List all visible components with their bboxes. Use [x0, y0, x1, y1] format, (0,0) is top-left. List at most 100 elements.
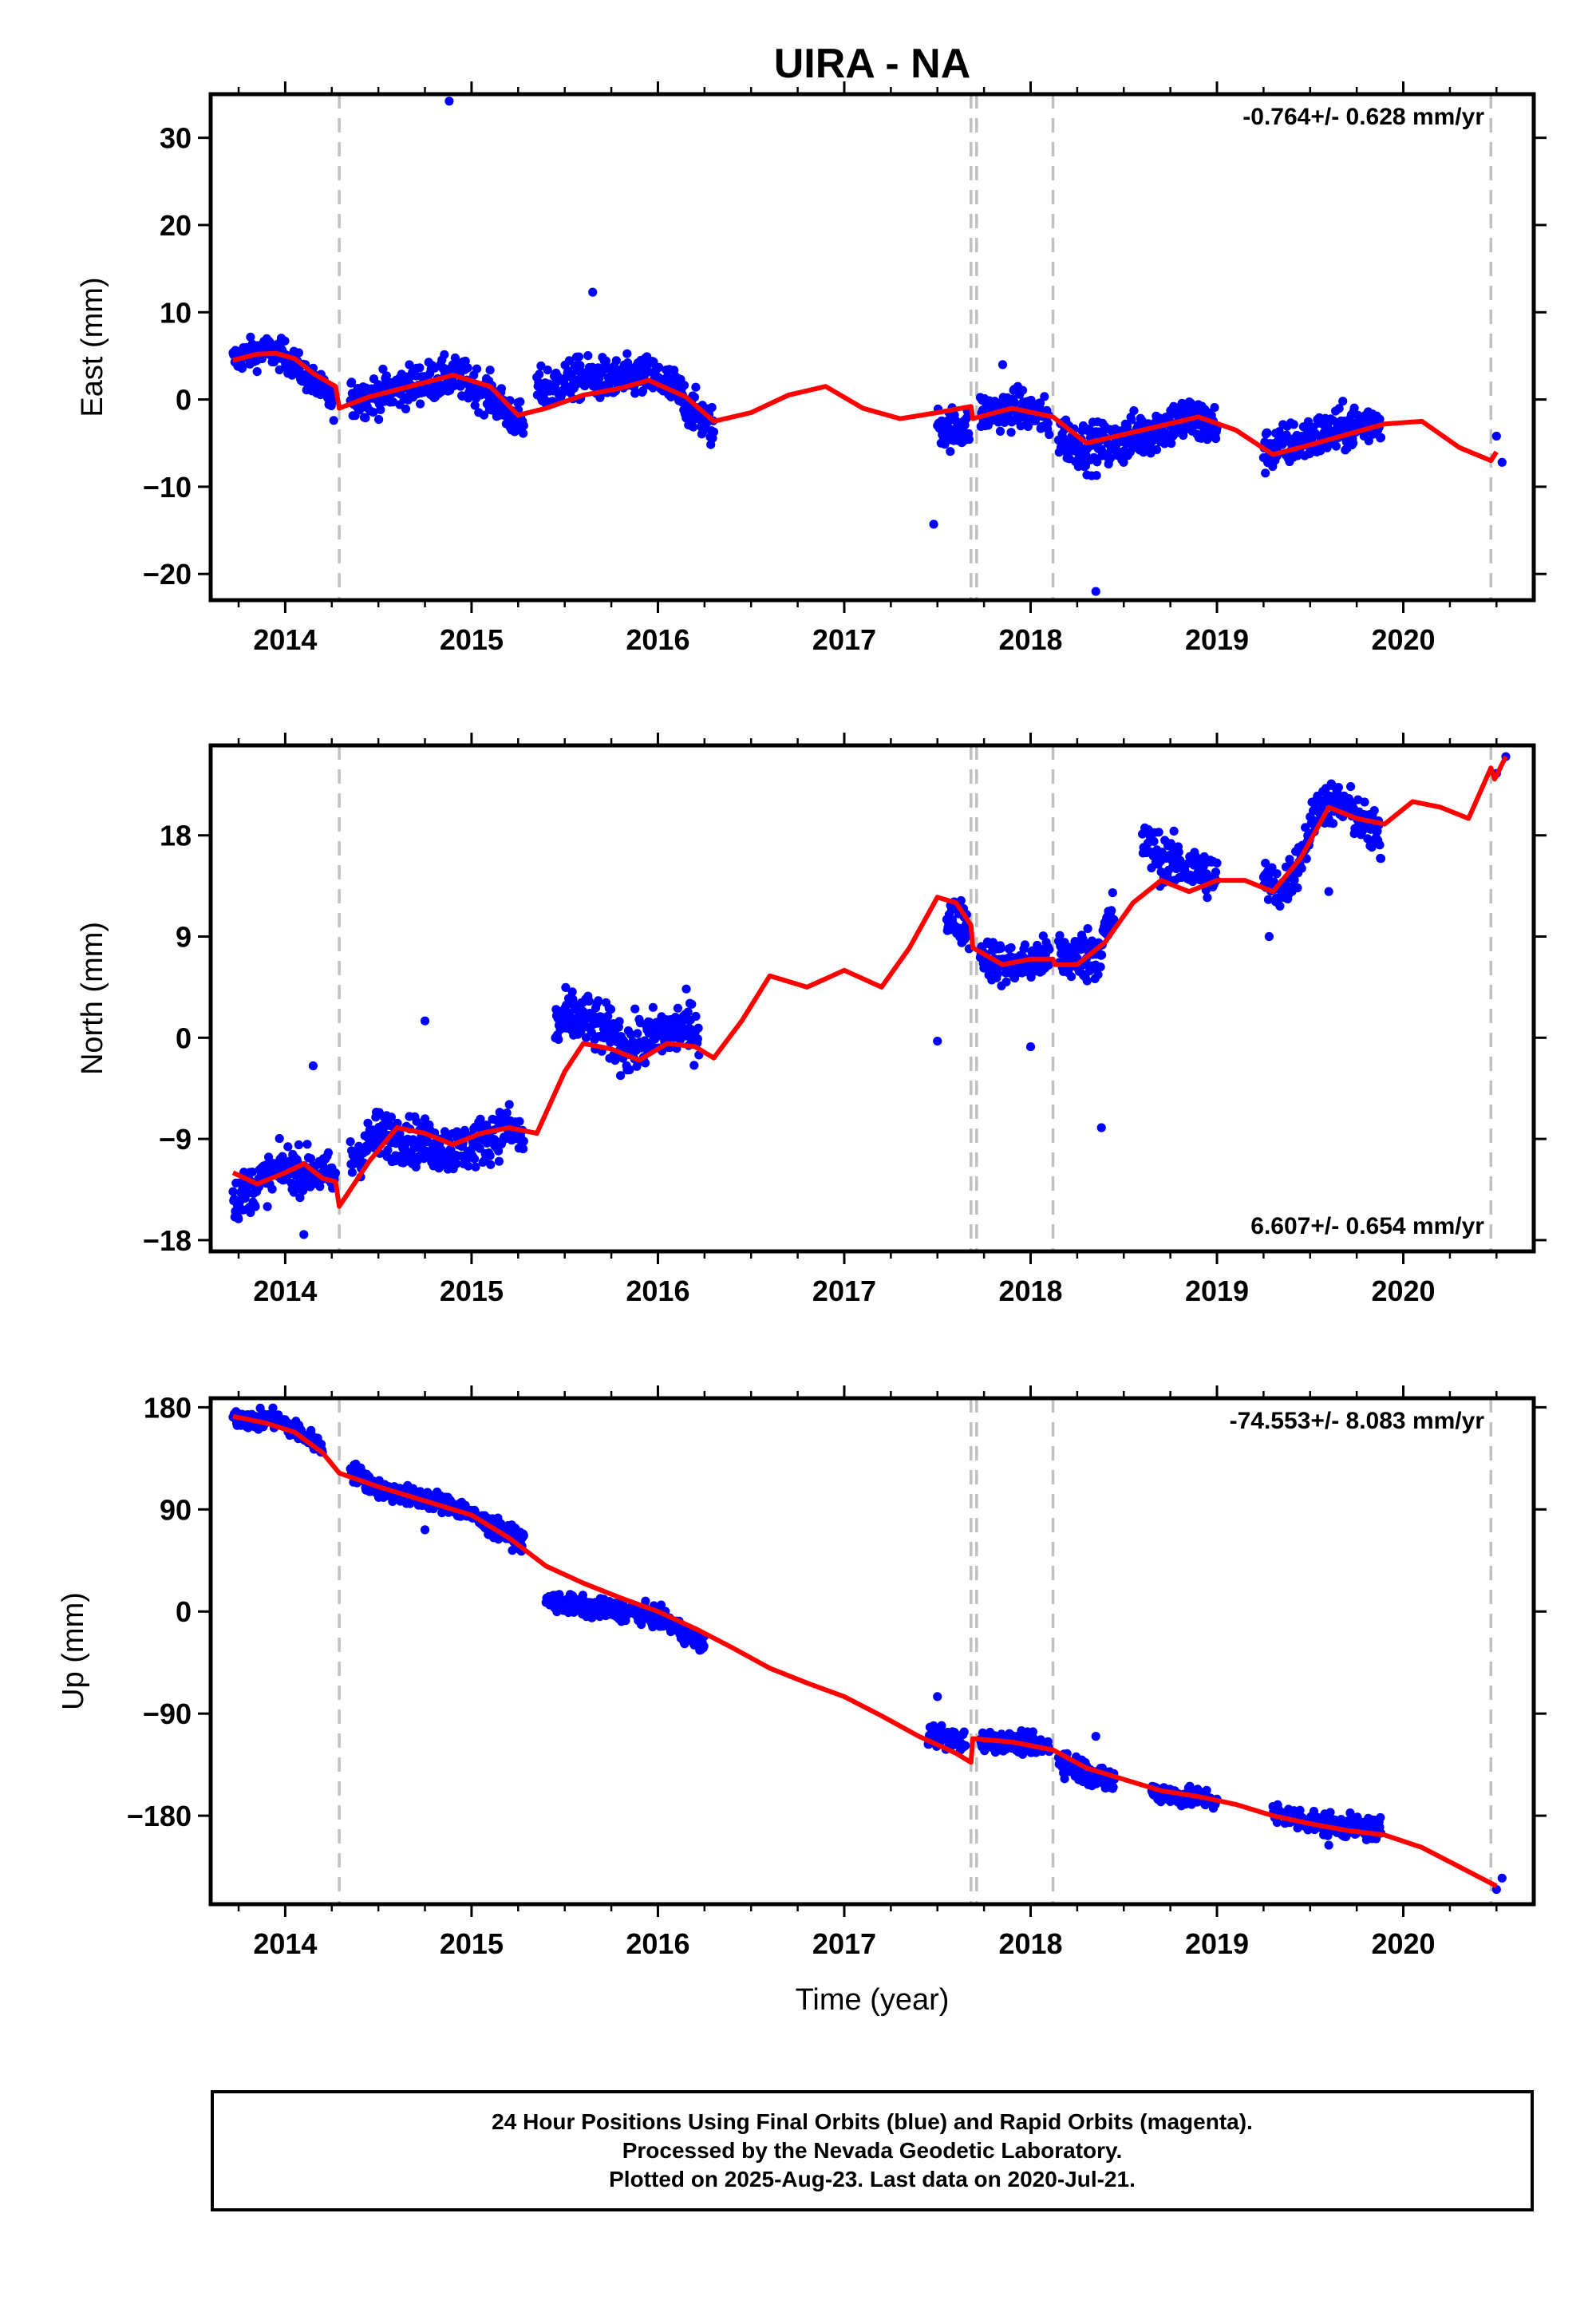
- up-outlier-3: [420, 1525, 430, 1535]
- up-point-seg2-158: [637, 1620, 646, 1630]
- north-point-seg5-89: [1108, 888, 1117, 898]
- east-point-seg5-187: [1167, 438, 1176, 449]
- east-point-seg6-120: [1331, 441, 1341, 451]
- east-xtick-label-3: 2017: [812, 623, 876, 656]
- north-point-seg2-125: [626, 1030, 636, 1039]
- up-model-line: [232, 1413, 1498, 1888]
- east-point-seg5-64: [1092, 457, 1102, 467]
- up-data-points: [228, 1403, 1507, 1895]
- east-point-seg1-2: [347, 377, 357, 387]
- east-point-seg1-25: [361, 413, 370, 423]
- east-point-seg6-148: [1349, 438, 1358, 448]
- east-point-seg6-174: [1364, 436, 1373, 446]
- north-ytick-label-0: −18: [143, 1224, 192, 1257]
- up-point-seg3-61: [961, 1741, 970, 1750]
- north-point-seg2-108: [616, 1071, 626, 1081]
- east-outlier-4: [998, 360, 1008, 370]
- up-ytick-label-3: 90: [160, 1493, 192, 1526]
- caption-line-3: Plotted on 2025-Aug-23. Last data on 202…: [609, 2167, 1136, 2192]
- up-xtick-label-4: 2018: [998, 1927, 1062, 1960]
- east-point-seg1-282: [516, 397, 525, 406]
- north-point-seg1-206: [469, 1154, 480, 1164]
- up-point-seg7-178: [1376, 1812, 1385, 1823]
- east-point-seg4-67: [1016, 421, 1025, 431]
- east-point-seg4-112: [1043, 418, 1053, 428]
- north-xtick-label-6: 2020: [1371, 1275, 1435, 1307]
- north-outlier-3: [933, 1036, 942, 1046]
- north-point-seg7-14: [1267, 863, 1277, 872]
- north-point-seg0-158: [323, 1148, 333, 1157]
- up-xtick-label-0: 2014: [253, 1927, 317, 1960]
- east-point-seg5-163: [1152, 445, 1162, 455]
- up-ytick-label-0: −180: [127, 1800, 192, 1832]
- north-point-seg2-92: [606, 1005, 616, 1014]
- north-point-seg7-51: [1290, 875, 1299, 885]
- east-xtick-label-0: 2014: [253, 623, 317, 656]
- north-point-seg2-217: [681, 984, 691, 994]
- north-point-seg4-34: [996, 943, 1005, 953]
- north-point-seg7-115: [1329, 819, 1338, 828]
- up-plot-frame: [208, 1396, 1536, 1907]
- north-ytick-label-1: −9: [159, 1123, 192, 1156]
- north-point-seg6-19: [1149, 836, 1159, 846]
- north-xtick-label-5: 2019: [1185, 1275, 1249, 1307]
- north-point-seg2-236: [693, 1034, 702, 1044]
- east-model-line: [232, 350, 1499, 464]
- east-point-seg2-7: [536, 361, 546, 371]
- north-point-seg7-144: [1346, 782, 1356, 792]
- east-point-seg2-85: [583, 351, 593, 361]
- north-point-seg5-71: [1097, 951, 1107, 960]
- north-xtick-label-0: 2014: [253, 1275, 317, 1307]
- east-point-seg4-114: [1045, 429, 1054, 440]
- up-point-seg5-10: [1060, 1774, 1069, 1784]
- north-y-axis-label: North (mm): [76, 922, 109, 1075]
- north-point-seg5-69: [1096, 962, 1105, 972]
- north-xtick-label-4: 2018: [998, 1275, 1062, 1307]
- east-point-seg2-70: [574, 352, 584, 362]
- east-point-seg4-70: [1017, 385, 1028, 395]
- north-point-seg2-5: [554, 1034, 563, 1044]
- north-point-seg6-48: [1167, 842, 1176, 852]
- east-point-seg4-106: [1040, 392, 1049, 401]
- up-point-seg7-95: [1325, 1808, 1335, 1817]
- east-panel: 2014 2015 2016 2017 2018 2019 2020 −20 −10 0 10 20 3…: [76, 81, 1547, 656]
- north-outlier-7: [1324, 887, 1333, 896]
- north-point-seg2-71: [594, 996, 603, 1006]
- east-xtick-label-1: 2015: [440, 623, 504, 656]
- north-point-seg0-9: [234, 1214, 243, 1223]
- north-point-seg5-40: [1078, 934, 1088, 944]
- north-point-seg2-237: [693, 1023, 703, 1033]
- east-point-seg2-203: [654, 362, 664, 372]
- north-point-seg1-110: [412, 1117, 421, 1126]
- figure-title: UIRA - NA: [774, 41, 971, 87]
- east-point-seg2-260: [689, 422, 698, 432]
- east-ytick-label-2: 0: [176, 384, 192, 417]
- east-point-seg1-98: [405, 360, 414, 370]
- up-rate-label: -74.553+/- 8.083 mm/yr: [1230, 1408, 1485, 1434]
- north-point-seg1-247: [494, 1156, 504, 1166]
- up-point-seg2-191: [656, 1600, 666, 1610]
- up-outlier-1: [1091, 1732, 1100, 1741]
- north-xtick-label-1: 2015: [440, 1275, 504, 1307]
- north-ytick-label-3: 9: [176, 921, 192, 954]
- north-point-seg1-0: [346, 1137, 355, 1147]
- north-point-seg2-28: [567, 987, 577, 997]
- north-point-seg2-203: [673, 1003, 683, 1013]
- north-outlier-6: [1264, 931, 1274, 942]
- east-point-seg5-119: [1125, 447, 1135, 457]
- north-point-seg4-43: [1001, 977, 1011, 986]
- north-point-seg6-107: [1203, 893, 1212, 903]
- north-point-seg6-60: [1174, 848, 1183, 857]
- east-point-seg5-108: [1119, 457, 1128, 467]
- caption-box: 24 Hour Positions Using Final Orbits (bl…: [211, 2090, 1534, 2211]
- east-point-seg5-63: [1092, 471, 1101, 480]
- east-point-seg2-164: [630, 387, 641, 397]
- east-point-seg1-210: [472, 364, 482, 373]
- east-point-seg1-115: [415, 363, 425, 373]
- up-point-seg0-66: [268, 1403, 278, 1413]
- north-point-seg7-194: [1376, 854, 1386, 864]
- north-point-seg1-288: [519, 1136, 528, 1146]
- east-point-seg1-60: [381, 371, 391, 381]
- north-outlier-2: [420, 1016, 430, 1026]
- north-point-seg0-29: [246, 1207, 255, 1217]
